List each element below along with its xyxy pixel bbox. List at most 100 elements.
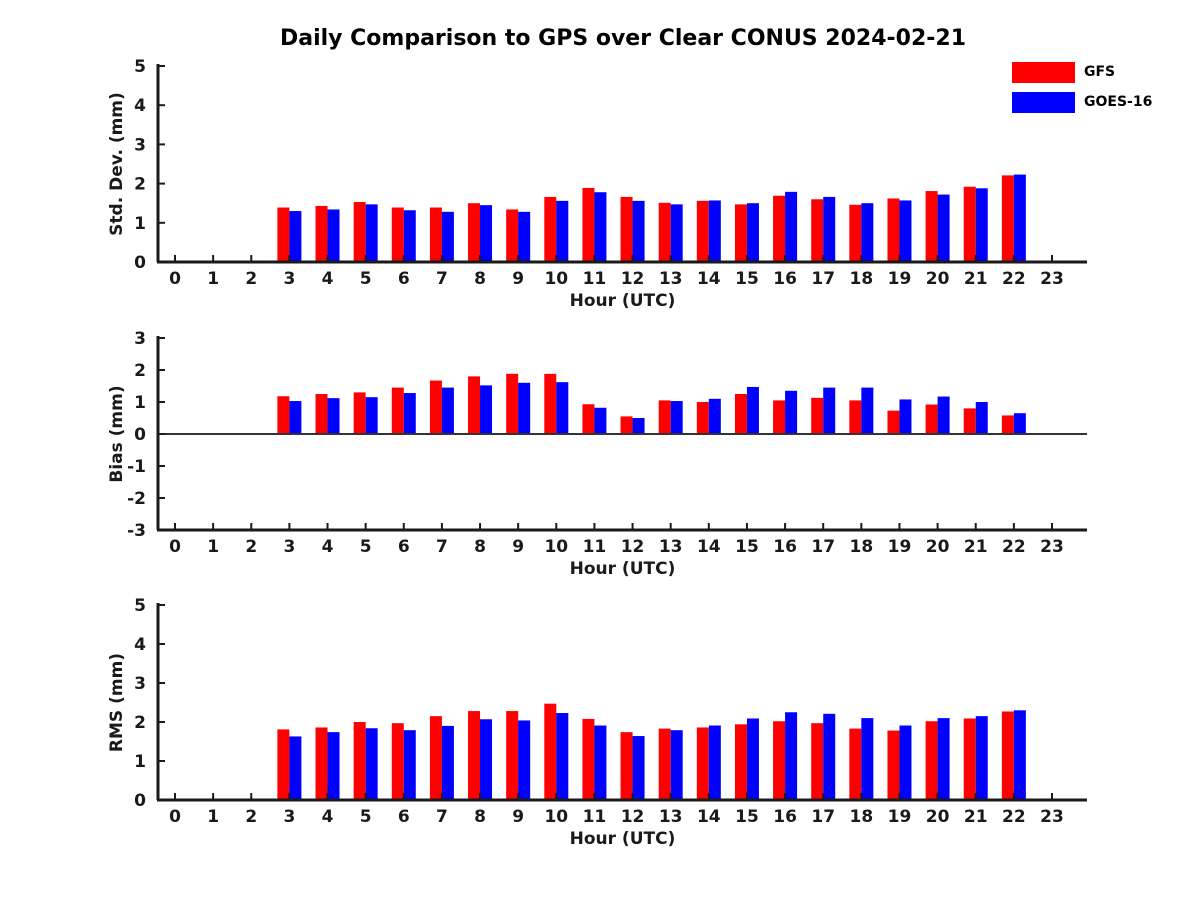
x-tick-label-rms: 16: [773, 807, 797, 827]
gfs-bar-bias-h7: [429, 380, 442, 434]
gfs-bar-std-dev-h11: [582, 187, 595, 262]
x-tick-label-rms: 5: [360, 807, 372, 827]
gfs-bar-bias-h11: [582, 404, 595, 434]
gfs-bar-bias-h13: [658, 400, 671, 434]
x-tick-label-std-dev: 1: [207, 269, 219, 289]
gfs-bar-bias-h19: [887, 410, 900, 434]
gfs-bar-rms-h3: [277, 729, 290, 800]
goes16-color-swatch: [1012, 92, 1075, 113]
gfs-bar-rms-h22: [1001, 711, 1014, 800]
x-tick-label-std-dev: 21: [964, 269, 988, 289]
x-tick-label-std-dev: 22: [1002, 269, 1026, 289]
gfs-bar-bias-h8: [468, 376, 481, 434]
goes16-bar-rms-h8: [480, 719, 493, 800]
x-tick-label-bias: 6: [398, 537, 410, 557]
goes16-bar-bias-h11: [594, 407, 607, 434]
x-tick-label-bias: 15: [735, 537, 759, 557]
x-tick-label-std-dev: 17: [811, 269, 835, 289]
x-tick-label-bias: 19: [888, 537, 912, 557]
x-tick-label-rms: 23: [1040, 807, 1064, 827]
gfs-bar-rms-h10: [544, 703, 557, 800]
x-tick-label-rms: 17: [811, 807, 835, 827]
goes16-bar-std-dev-h16: [785, 191, 798, 262]
goes16-bar-bias-h9: [518, 382, 531, 434]
x-tick-label-rms: 2: [245, 807, 257, 827]
gfs-bar-rms-h18: [849, 728, 862, 800]
goes16-bar-bias-h19: [899, 399, 912, 434]
gfs-bar-std-dev-h8: [468, 203, 481, 262]
goes16-bar-bias-h6: [403, 393, 416, 434]
goes16-bar-std-dev-h5: [365, 204, 378, 262]
goes16-bar-bias-h13: [670, 401, 683, 434]
gfs-bar-rms-h14: [696, 727, 709, 800]
goes16-bar-rms-h4: [327, 732, 340, 800]
legend-label-gfs: GFS: [1084, 64, 1116, 80]
goes16-bar-rms-h17: [823, 713, 836, 800]
y-tick-label-bias: -2: [127, 489, 146, 509]
goes16-bar-rms-h13: [670, 730, 683, 800]
gfs-bar-std-dev-h15: [734, 204, 747, 262]
gfs-bar-bias-h20: [925, 404, 938, 434]
x-tick-label-rms: 7: [436, 807, 448, 827]
goes16-bar-bias-h5: [365, 397, 378, 434]
gfs-bar-rms-h15: [734, 724, 747, 800]
x-tick-label-std-dev: 7: [436, 269, 448, 289]
gfs-bar-bias-h5: [353, 392, 366, 434]
x-tick-label-std-dev: 6: [398, 269, 410, 289]
gfs-bar-bias-h16: [773, 400, 786, 434]
x-axis-label-std-dev: Hour (UTC): [570, 291, 676, 311]
x-tick-label-bias: 0: [169, 537, 181, 557]
goes16-bar-std-dev-h10: [556, 200, 569, 262]
y-tick-label-bias: -3: [127, 521, 146, 541]
goes16-bar-rms-h14: [708, 725, 721, 800]
goes16-bar-rms-h22: [1013, 710, 1026, 800]
goes16-bar-std-dev-h6: [403, 210, 416, 262]
gfs-bar-bias-h3: [277, 396, 290, 434]
x-tick-label-rms: 19: [888, 807, 912, 827]
goes16-bar-bias-h3: [289, 401, 302, 434]
x-axis-label-bias: Hour (UTC): [570, 559, 676, 579]
gfs-bar-std-dev-h5: [353, 202, 366, 262]
x-tick-label-rms: 8: [474, 807, 486, 827]
y-tick-label-std-dev: 2: [134, 175, 146, 195]
chart-title: Daily Comparison to GPS over Clear CONUS…: [279, 26, 967, 51]
goes16-bar-rms-h5: [365, 728, 378, 800]
gfs-bar-bias-h21: [963, 408, 976, 434]
legend-entry-gfs: GFS: [1012, 62, 1152, 92]
y-tick-label-std-dev: 0: [134, 253, 146, 273]
x-tick-label-std-dev: 16: [773, 269, 797, 289]
gfs-bar-std-dev-h19: [887, 198, 900, 262]
x-tick-label-bias: 17: [811, 537, 835, 557]
gfs-bar-rms-h7: [429, 716, 442, 800]
gfs-bar-bias-h17: [811, 397, 824, 434]
goes16-bar-rms-h12: [632, 736, 645, 800]
x-tick-label-rms: 18: [850, 807, 874, 827]
gfs-bar-std-dev-h10: [544, 196, 557, 262]
x-tick-label-bias: 16: [773, 537, 797, 557]
gfs-bar-std-dev-h20: [925, 191, 938, 262]
gfs-bar-bias-h9: [506, 373, 519, 434]
gfs-bar-bias-h4: [315, 394, 328, 434]
goes16-bar-std-dev-h13: [670, 204, 683, 262]
gfs-bar-bias-h15: [734, 394, 747, 434]
y-tick-label-rms: 2: [134, 713, 146, 733]
gfs-bar-bias-h14: [696, 402, 709, 434]
y-tick-label-bias: 2: [134, 361, 146, 381]
x-tick-label-bias: 7: [436, 537, 448, 557]
goes16-bar-bias-h14: [708, 398, 721, 434]
goes16-bar-bias-h12: [632, 418, 645, 434]
x-tick-label-rms: 13: [659, 807, 683, 827]
x-tick-label-std-dev: 13: [659, 269, 683, 289]
x-tick-label-bias: 2: [245, 537, 257, 557]
gfs-bar-rms-h21: [963, 718, 976, 800]
goes16-bar-std-dev-h11: [594, 192, 607, 262]
goes16-bar-bias-h17: [823, 387, 836, 434]
goes16-bar-std-dev-h9: [518, 211, 531, 262]
x-tick-label-bias: 18: [850, 537, 874, 557]
gfs-bar-rms-h16: [773, 721, 786, 800]
goes16-bar-rms-h16: [785, 712, 798, 800]
x-tick-label-bias: 8: [474, 537, 486, 557]
legend-label-goes16: GOES-16: [1084, 94, 1153, 110]
x-axis-label-rms: Hour (UTC): [570, 829, 676, 849]
gfs-bar-rms-h13: [658, 728, 671, 800]
